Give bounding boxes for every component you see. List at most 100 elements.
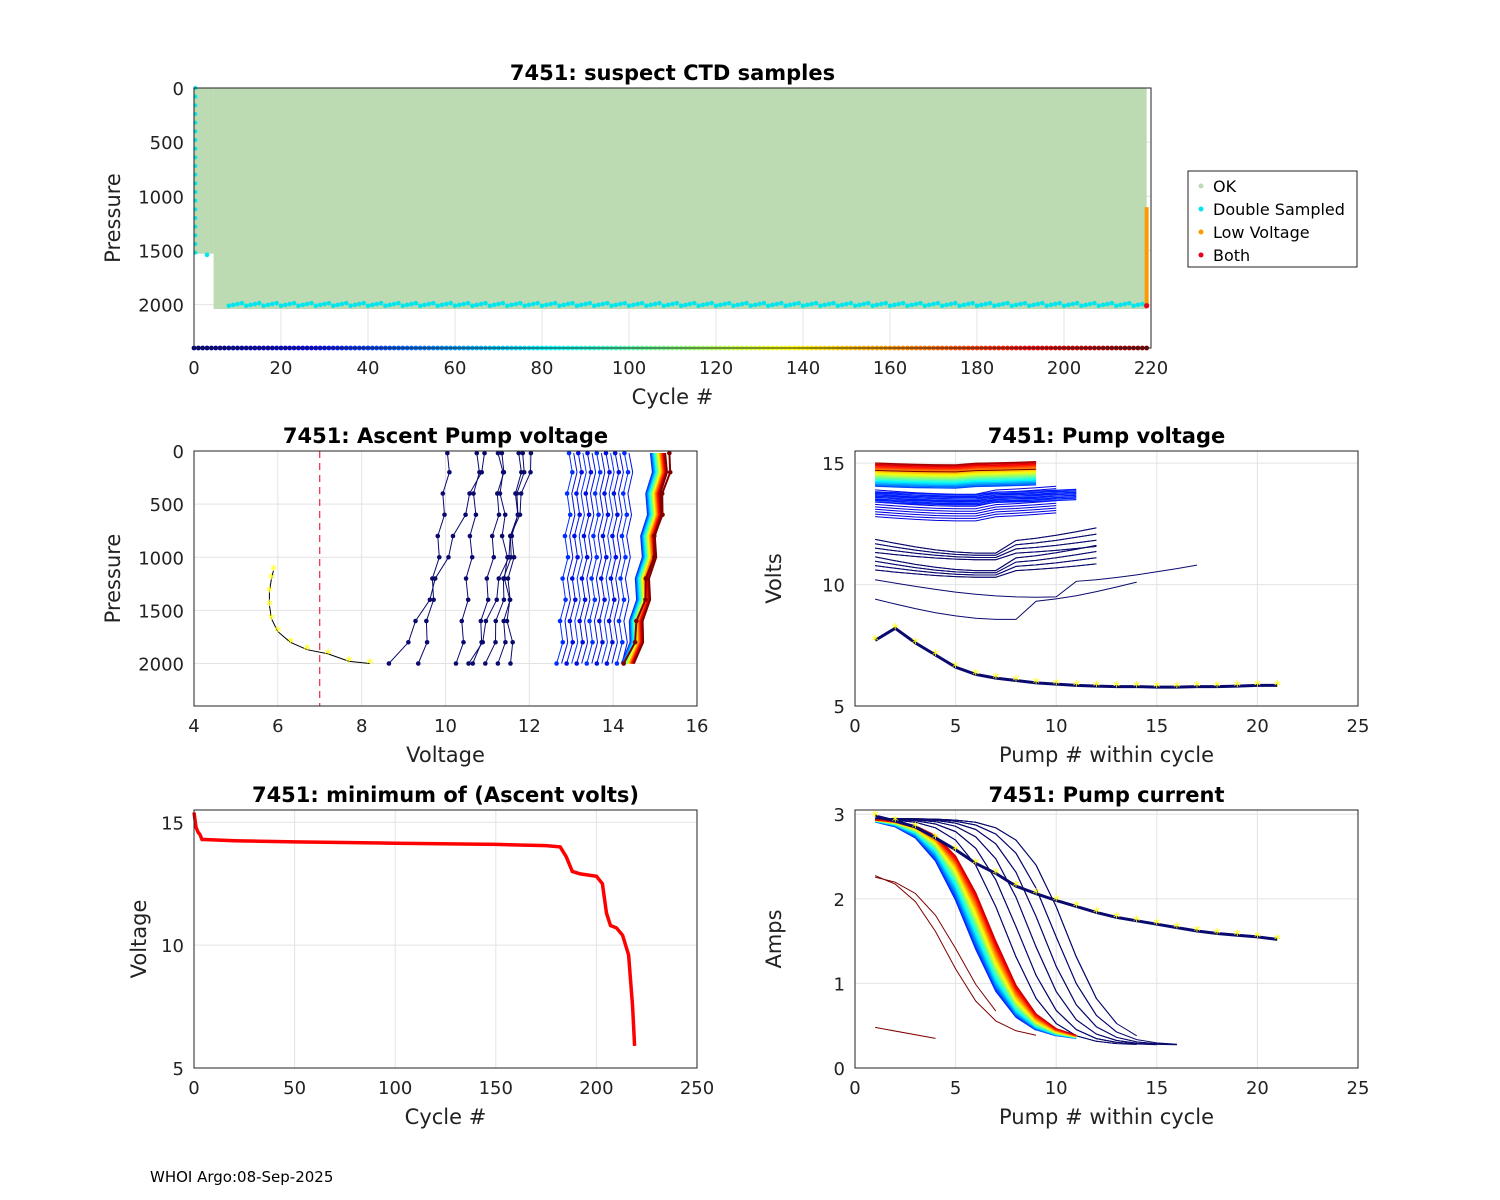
profile-point [606,618,612,624]
y-tick-label: 2 [834,890,845,911]
double-sampled-point [470,303,475,309]
x-tick-label: 200 [579,1078,613,1099]
profile-point [459,618,465,624]
last-cycle-marker: * [270,563,277,579]
double-sampled-point [1074,300,1080,306]
double-sampled-point [648,302,654,308]
double-sampled-point [609,303,614,309]
x-tick-label: 0 [849,1078,860,1099]
double-sampled-point [665,302,671,308]
x-axis-label: Pump # within cycle [999,1105,1214,1129]
double-sampled-point [1022,300,1028,306]
double-sampled-point [243,303,249,309]
legend-marker [1198,252,1204,258]
x-tick-label: 4 [188,716,199,737]
legend-entry: OK [1213,177,1237,196]
double-sampled-point [357,301,362,307]
y-tick-label: 500 [150,495,184,516]
double-sampled-point [857,302,862,308]
y-tick-label: 500 [150,133,184,154]
double-sampled-point [870,303,875,309]
profile-point [499,533,505,539]
profile-point [566,450,572,456]
pump-volt-line [875,463,1037,469]
profile-point [493,618,499,624]
profile-point [516,450,521,456]
legend-entry: Low Voltage [1213,223,1310,242]
double-sampled-point [861,301,867,307]
profile-point [491,554,497,560]
legend-box [1187,170,1358,268]
double-sampled-point [239,300,245,306]
double-sampled-point [979,302,984,308]
x-tick-label: 5 [950,716,961,737]
double-sampled-point [248,302,253,308]
double-sampled-point [1035,301,1041,307]
pump-volt-line [875,563,1097,578]
double-sampled-point [670,301,675,307]
double-sampled-point [626,303,632,309]
profile-point [607,469,612,475]
x-tick-label: 5 [950,1078,961,1099]
profile-point [513,491,518,496]
double-sampled-point [844,301,849,307]
pump-volt-line [875,510,1057,519]
double-sampled-point [539,303,545,309]
pump-volt-line [875,539,1097,558]
x-tick-label: 120 [699,358,733,379]
double-sampled-point [352,302,358,308]
profile-point [592,491,598,496]
profile-point [505,576,511,581]
double-sampled-point [783,303,788,309]
pump-volt-line [875,551,1097,574]
profile-point [496,512,502,518]
last-cycle-marker: * [1113,910,1120,926]
profile-point [587,618,592,624]
x-tick-label: 20 [1246,716,1269,737]
double-sampled-point [1070,301,1075,307]
profile-point [478,618,484,624]
profile-point [618,576,623,581]
legend-entry: Both [1213,246,1250,265]
double-sampled-point [1044,303,1049,309]
profile-point [501,618,506,624]
plot-frame [854,450,1359,707]
profile-point [583,491,589,496]
y-tick-label: 3 [834,805,845,826]
y-tick-label: 5 [834,697,845,718]
last-cycle-marker: * [972,856,979,872]
pump-volt-line [875,491,1077,499]
profile-point [473,512,479,518]
pump-volt-line [875,480,1037,486]
profile-point [575,554,580,560]
profile-point [567,618,573,624]
double-sampled-point [487,303,493,309]
double-sampled-point [865,300,871,306]
last-cycle-marker: * [952,843,959,859]
profile-line-mid [581,453,597,664]
last-cycle-marker: * [287,635,294,651]
pump-volt-line [875,475,1037,481]
double-sampled-point [474,302,480,308]
profile-point [602,491,607,496]
profile-point [508,661,513,666]
last-cycle-marker: * [1073,899,1080,915]
x-tick-label: 20 [270,358,293,379]
double-sampled-point [204,252,210,258]
double-sampled-point [661,303,667,309]
x-tick-label: 50 [283,1078,306,1099]
double-sampled-point [1118,302,1123,308]
pump-volt-line [875,481,1037,487]
profile-point [470,661,476,666]
double-sampled-point [639,300,645,306]
profile-point [424,618,429,624]
profile-point [584,554,590,560]
ok-region-early [194,88,214,254]
pump-volt-line [875,500,1057,510]
pump-current-line [874,876,997,1012]
last-cycle-marker: * [932,831,939,847]
pump-volt-line [875,545,1097,561]
y-tick-label: 15 [822,454,845,475]
double-sampled-point [996,302,1002,308]
double-sampled-point [348,303,353,309]
